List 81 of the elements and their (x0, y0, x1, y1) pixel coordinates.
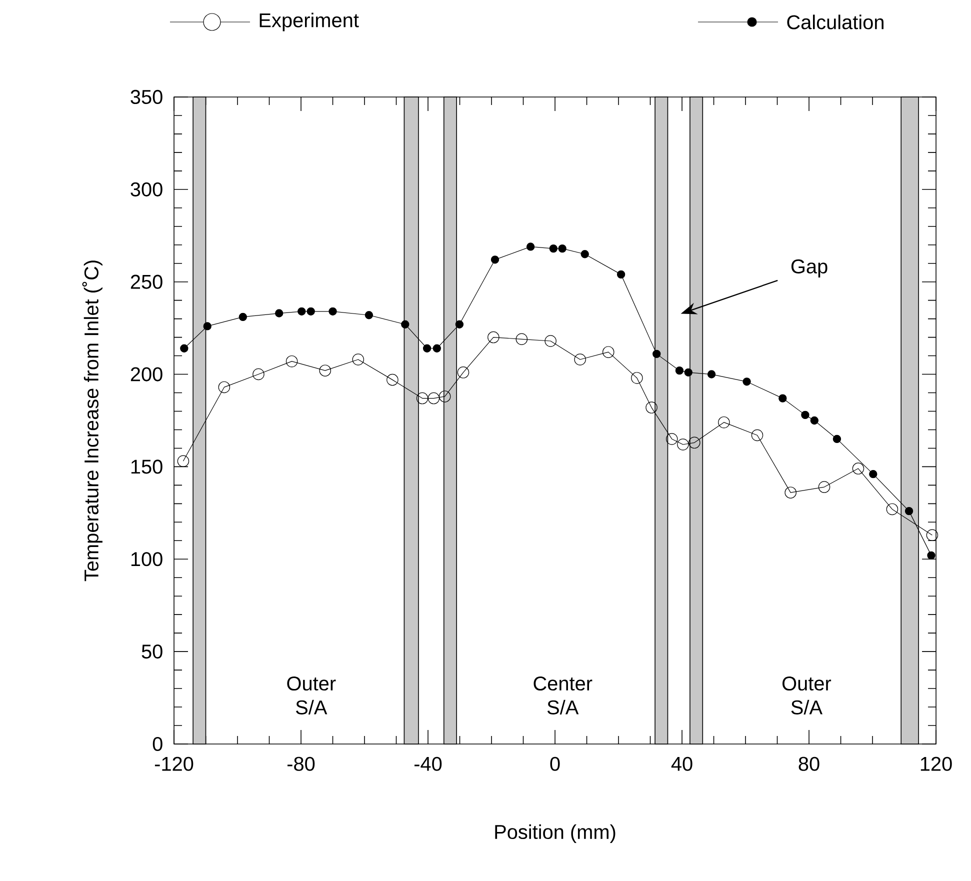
point (927, 551, 936, 560)
y-tick-label: 300 (130, 182, 162, 196)
point (218, 381, 230, 394)
point (784, 486, 796, 498)
annotation: Gap (791, 259, 828, 278)
y-axis-title: Temperature Increase from Inlet (˚C) (82, 260, 102, 582)
x-tick-label: -40 (414, 756, 442, 771)
point (574, 354, 586, 366)
point (616, 270, 626, 279)
point (602, 346, 614, 358)
point (751, 429, 764, 442)
point (666, 433, 678, 445)
x-tick-label: -80 (288, 756, 315, 771)
point (328, 307, 337, 316)
annotation: Center S/A (534, 676, 592, 714)
point (438, 390, 451, 402)
point (252, 368, 264, 380)
point (852, 462, 864, 474)
point (904, 506, 914, 516)
y-tick-label: 100 (131, 552, 162, 566)
legend-label: Calculation (787, 14, 884, 30)
point (818, 481, 830, 493)
y-tick-label: 250 (130, 274, 162, 289)
point (428, 392, 440, 404)
point (886, 503, 898, 516)
point (238, 312, 247, 322)
legend-label: Experiment (260, 12, 359, 32)
point (801, 410, 810, 420)
point (544, 335, 556, 347)
point (516, 333, 528, 346)
point (684, 368, 692, 377)
point (286, 355, 298, 368)
point (432, 344, 441, 352)
point (319, 364, 332, 376)
y-tick-label: 0 (152, 736, 162, 752)
point (549, 244, 558, 253)
point (298, 307, 306, 316)
y-tick-label: 150 (131, 460, 162, 474)
point (742, 378, 751, 386)
point (675, 366, 684, 375)
annotation: Outer S/A (782, 676, 832, 714)
point (832, 434, 842, 444)
point (718, 416, 730, 428)
point (631, 372, 643, 384)
point (401, 320, 410, 328)
point (416, 392, 428, 404)
point (275, 309, 284, 318)
point (352, 354, 364, 366)
point (869, 470, 878, 478)
x-tick-label: -120 (154, 756, 194, 771)
point (926, 529, 938, 541)
point (364, 311, 374, 320)
point (490, 256, 500, 264)
point (457, 366, 470, 378)
point (386, 374, 398, 386)
point (778, 394, 787, 402)
y-tick-label: 350 (130, 90, 162, 104)
x-tick-label: 40 (671, 756, 692, 771)
annotation: Outer S/A (287, 676, 336, 714)
y-tick-label: 50 (142, 644, 162, 659)
point (707, 370, 716, 378)
point (558, 244, 566, 253)
point (810, 416, 818, 425)
point (688, 436, 700, 449)
point (203, 322, 212, 330)
point (652, 350, 661, 358)
point (180, 344, 188, 352)
point (177, 455, 190, 468)
point (306, 307, 315, 316)
point (580, 250, 589, 258)
x-tick-label: 120 (920, 756, 952, 771)
x-tick-label: 80 (798, 756, 820, 771)
x-axis-title: Position (mm) (495, 824, 616, 843)
y-tick-label: 200 (130, 367, 162, 382)
x-tick-label: 0 (550, 756, 560, 771)
point (526, 242, 535, 251)
point (646, 402, 658, 414)
point (422, 344, 432, 352)
point (677, 438, 689, 450)
point (455, 320, 464, 328)
point (488, 331, 500, 344)
